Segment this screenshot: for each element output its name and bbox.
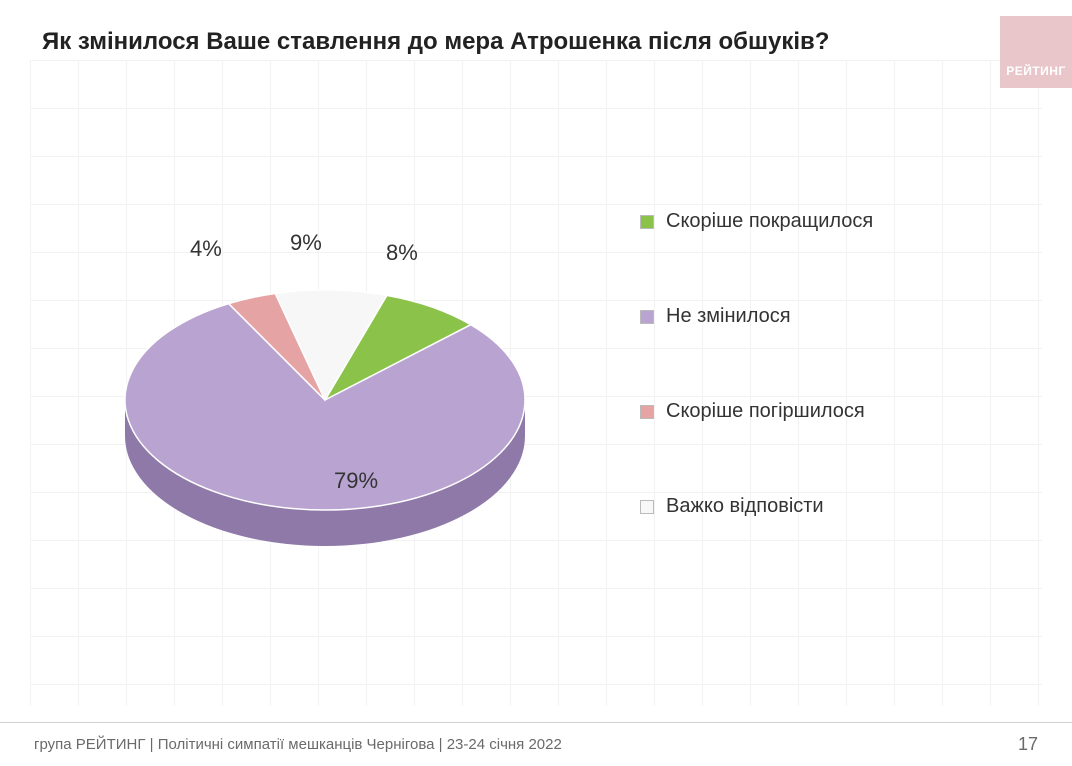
- pie-label-dontknow: 9%: [290, 230, 322, 256]
- footer: група РЕЙТИНГ | Політичні симпатії мешка…: [0, 722, 1072, 766]
- legend: Скоріше покращилося Не змінилося Скоріше п…: [640, 210, 1020, 518]
- footer-page-number: 17: [1018, 734, 1038, 755]
- pie-svg: [90, 200, 560, 600]
- pie-label-worsened: 4%: [190, 236, 222, 262]
- pie-label-unchanged: 79%: [334, 468, 378, 494]
- legend-swatch-worsened: [640, 405, 654, 419]
- legend-swatch-improved: [640, 215, 654, 229]
- brand-logo-text: РЕЙТИНГ: [1006, 64, 1066, 78]
- brand-logo: РЕЙТИНГ: [1000, 16, 1072, 88]
- pie-chart: 8% 79% 4% 9%: [90, 200, 560, 600]
- legend-item-worsened: Скоріше погіршилося: [640, 400, 1020, 423]
- pie-label-improved: 8%: [386, 240, 418, 266]
- page-root: Як змінилося Ваше ставлення до мера Атро…: [0, 0, 1072, 766]
- legend-label-improved: Скоріше покращилося: [666, 210, 873, 233]
- legend-label-unchanged: Не змінилося: [666, 305, 791, 328]
- legend-item-improved: Скоріше покращилося: [640, 210, 1020, 233]
- footer-source: група РЕЙТИНГ | Політичні симпатії мешка…: [34, 736, 1018, 753]
- legend-item-unchanged: Не змінилося: [640, 305, 1020, 328]
- legend-swatch-unchanged: [640, 310, 654, 324]
- legend-swatch-dontknow: [640, 500, 654, 514]
- legend-label-worsened: Скоріше погіршилося: [666, 400, 865, 423]
- page-title: Як змінилося Ваше ставлення до мера Атро…: [42, 28, 829, 56]
- legend-item-dontknow: Важко відповісти: [640, 495, 1020, 518]
- legend-label-dontknow: Важко відповісти: [666, 495, 824, 518]
